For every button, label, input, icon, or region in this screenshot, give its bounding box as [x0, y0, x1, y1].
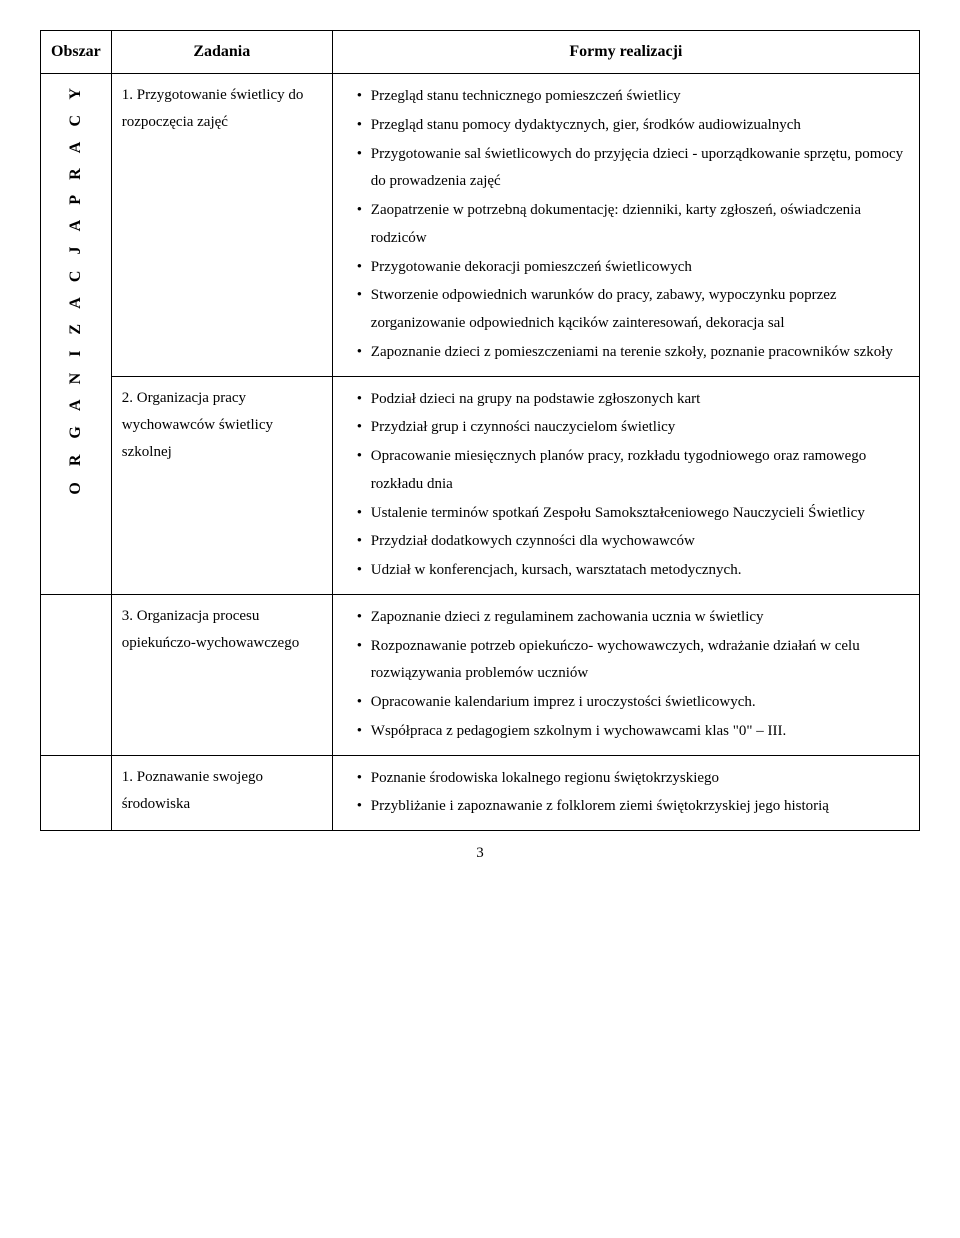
list-item: Przegląd stanu pomocy dydaktycznych, gie… — [357, 112, 909, 140]
task-cell-1: 1. Przygotowanie świetlicy do rozpoczęci… — [111, 74, 332, 377]
header-formy: Formy realizacji — [332, 31, 919, 74]
table-row: 2. Organizacja pracy wychowawców świetli… — [41, 376, 920, 594]
list-item: Stworzenie odpowiednich warunków do prac… — [357, 282, 909, 338]
forms-cell-1: Przegląd stanu technicznego pomieszczeń … — [332, 74, 919, 377]
bullet-list: Przegląd stanu technicznego pomieszczeń … — [343, 83, 909, 367]
table-row: 1. Poznawanie swojego środowiska Poznani… — [41, 755, 920, 831]
list-item: Przygotowanie sal świetlicowych do przyj… — [357, 141, 909, 197]
list-item: Poznanie środowiska lokalnego regionu św… — [357, 765, 909, 793]
bullet-list: Zapoznanie dzieci z regulaminem zachowan… — [343, 604, 909, 746]
list-item: Zaopatrzenie w potrzebną dokumentację: d… — [357, 197, 909, 253]
list-item: Opracowanie kalendarium imprez i uroczys… — [357, 689, 909, 717]
list-item: Przygotowanie dekoracji pomieszczeń świe… — [357, 254, 909, 282]
list-item: Zapoznanie dzieci z pomieszczeniami na t… — [357, 339, 909, 367]
header-obszar: Obszar — [41, 31, 112, 74]
header-zadania: Zadania — [111, 31, 332, 74]
task-cell-2: 2. Organizacja pracy wychowawców świetli… — [111, 376, 332, 594]
list-item: Rozpoznawanie potrzeb opiekuńczo- wychow… — [357, 633, 909, 689]
table-row: 3. Organizacja procesu opiekuńczo-wychow… — [41, 594, 920, 755]
forms-cell-3: Zapoznanie dzieci z regulaminem zachowan… — [332, 594, 919, 755]
list-item: Ustalenie terminów spotkań Zespołu Samok… — [357, 500, 909, 528]
list-item: Przydział grup i czynności nauczycielom … — [357, 414, 909, 442]
list-item: Zapoznanie dzieci z regulaminem zachowan… — [357, 604, 909, 632]
page-number: 3 — [40, 845, 920, 862]
obszar-cell: O R G A N I Z A C J A P R A C Y — [41, 74, 112, 595]
table-row: O R G A N I Z A C J A P R A C Y 1. Przyg… — [41, 74, 920, 377]
obszar-label: O R G A N I Z A C J A P R A C Y — [67, 82, 85, 495]
task-cell-4: 1. Poznawanie swojego środowiska — [111, 755, 332, 831]
list-item: Współpraca z pedagogiem szkolnym i wycho… — [357, 718, 909, 746]
task-cell-3: 3. Organizacja procesu opiekuńczo-wychow… — [111, 594, 332, 755]
list-item: Przegląd stanu technicznego pomieszczeń … — [357, 83, 909, 111]
bullet-list: Poznanie środowiska lokalnego regionu św… — [343, 765, 909, 822]
obszar-cell-empty — [41, 594, 112, 755]
forms-cell-4: Poznanie środowiska lokalnego regionu św… — [332, 755, 919, 831]
list-item: Podział dzieci na grupy na podstawie zgł… — [357, 386, 909, 414]
list-item: Udział w konferencjach, kursach, warszta… — [357, 557, 909, 585]
list-item: Przybliżanie i zapoznawanie z folklorem … — [357, 793, 909, 821]
bullet-list: Podział dzieci na grupy na podstawie zgł… — [343, 386, 909, 585]
list-item: Opracowanie miesięcznych planów pracy, r… — [357, 443, 909, 499]
list-item: Przydział dodatkowych czynności dla wych… — [357, 528, 909, 556]
obszar-cell-empty — [41, 755, 112, 831]
forms-cell-2: Podział dzieci na grupy na podstawie zgł… — [332, 376, 919, 594]
table-header-row: Obszar Zadania Formy realizacji — [41, 31, 920, 74]
plan-table: Obszar Zadania Formy realizacji O R G A … — [40, 30, 920, 831]
